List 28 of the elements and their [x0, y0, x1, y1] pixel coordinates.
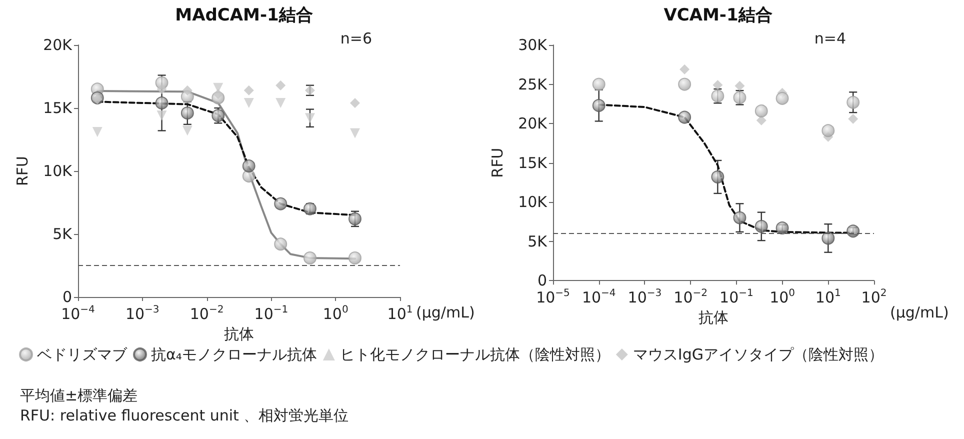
y-tick-label: 0 — [62, 288, 72, 306]
x-axis-title: 抗体 — [224, 324, 254, 343]
text: (μg/mL) — [416, 304, 475, 322]
text: (μg/mL) — [890, 304, 949, 322]
y-tick-label: 30K — [518, 36, 548, 54]
chart-title: MAdCAM-1結合 — [175, 6, 313, 26]
legend-label: ヒト化モノクローナル抗体（陰性対照） — [340, 346, 610, 364]
text: RFU: relative fluorescent unit 、相対蛍光単位 — [20, 406, 349, 424]
y-tick-label: 20K — [518, 114, 548, 133]
y-tick-label: 15K — [43, 99, 74, 117]
y-tick-label: 20K — [43, 36, 74, 54]
y-tick-label: 5K — [52, 225, 74, 243]
legend-label: ベドリズマブ — [37, 346, 128, 364]
y-tick-label: 5K — [528, 232, 548, 250]
text: 平均値±標準偏差 — [20, 386, 138, 404]
annotation: n=4 — [814, 30, 846, 48]
y-axis-title: RFU — [14, 156, 32, 186]
legend-label: 抗α₄モノクローナル抗体 — [151, 346, 317, 364]
legend-label: マウスIgGアイソタイプ（陰性対照） — [632, 346, 884, 364]
y-axis-title: RFU — [488, 148, 506, 178]
y-tick-label: 10K — [43, 162, 74, 180]
y-tick-label: 25K — [518, 75, 548, 94]
chart-title: VCAM-1結合 — [664, 6, 772, 26]
y-tick-label: 15K — [518, 154, 548, 172]
annotation: n=6 — [340, 30, 372, 48]
x-axis-title: 抗体 — [698, 308, 728, 326]
y-tick-label: 10K — [518, 193, 548, 212]
y-tick-label: 0 — [537, 272, 547, 290]
